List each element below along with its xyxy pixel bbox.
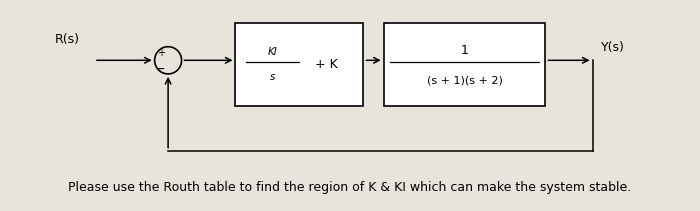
Text: Y(s): Y(s): [601, 42, 624, 54]
Text: 1: 1: [461, 43, 468, 57]
Text: s: s: [270, 72, 275, 82]
Bar: [384, 23, 545, 106]
Text: (s + 1)(s + 2): (s + 1)(s + 2): [426, 76, 503, 86]
Text: Please use the Routh table to find the region of K & KI which can make the syste: Please use the Routh table to find the r…: [69, 181, 631, 194]
Text: + K: + K: [315, 58, 338, 71]
Text: +: +: [158, 48, 165, 58]
Text: KI: KI: [267, 47, 277, 57]
Text: −: −: [156, 64, 165, 74]
Bar: [235, 23, 363, 106]
Text: R(s): R(s): [55, 33, 80, 46]
